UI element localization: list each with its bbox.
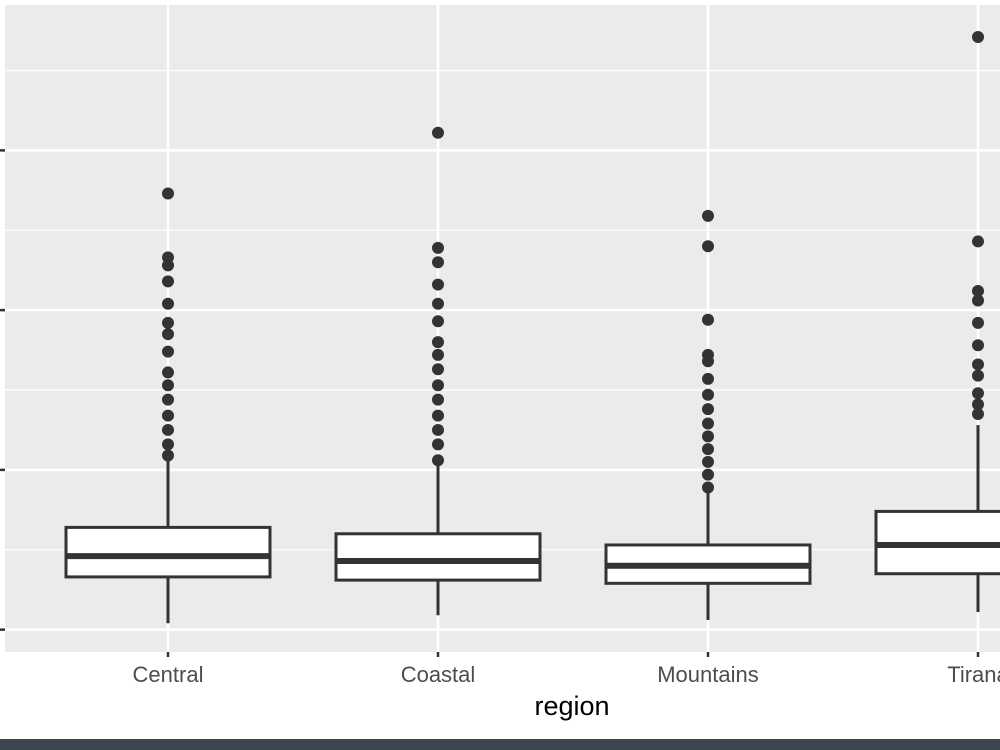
outlier bbox=[432, 454, 444, 467]
outlier bbox=[432, 423, 444, 436]
outlier bbox=[162, 328, 174, 341]
outlier bbox=[162, 297, 174, 310]
outlier bbox=[432, 278, 444, 291]
outlier bbox=[162, 423, 174, 436]
x-tick-label: Tirana bbox=[947, 662, 1000, 687]
outlier bbox=[702, 443, 714, 456]
outlier bbox=[162, 345, 174, 358]
outlier bbox=[702, 455, 714, 468]
outlier bbox=[162, 393, 174, 406]
outlier bbox=[162, 379, 174, 392]
outlier bbox=[702, 468, 714, 481]
outlier bbox=[972, 284, 984, 297]
x-axis-title: region bbox=[534, 691, 609, 721]
outlier bbox=[702, 430, 714, 443]
outlier bbox=[432, 126, 444, 139]
marks bbox=[64, 30, 1000, 624]
outlier bbox=[972, 398, 984, 411]
outlier bbox=[972, 407, 984, 420]
outlier bbox=[972, 387, 984, 400]
outlier bbox=[162, 275, 174, 288]
outlier bbox=[432, 315, 444, 328]
outlier bbox=[162, 366, 174, 379]
outlier bbox=[432, 393, 444, 406]
box bbox=[334, 532, 542, 582]
outlier bbox=[972, 358, 984, 371]
outlier bbox=[972, 30, 984, 43]
outlier bbox=[702, 388, 714, 401]
outlier bbox=[702, 209, 714, 222]
outlier bbox=[702, 240, 714, 253]
outlier bbox=[972, 339, 984, 352]
outlier bbox=[162, 259, 174, 272]
outlier bbox=[702, 481, 714, 494]
outlier bbox=[432, 409, 444, 422]
outlier bbox=[432, 348, 444, 361]
outlier bbox=[432, 256, 444, 269]
outlier bbox=[432, 438, 444, 451]
outlier bbox=[162, 438, 174, 451]
outlier bbox=[702, 355, 714, 368]
outlier bbox=[702, 313, 714, 326]
outlier bbox=[702, 417, 714, 430]
outlier bbox=[972, 294, 984, 307]
outlier bbox=[972, 369, 984, 382]
outlier bbox=[432, 297, 444, 310]
outlier bbox=[972, 316, 984, 329]
outlier bbox=[972, 235, 984, 248]
outlier bbox=[432, 336, 444, 349]
outlier bbox=[702, 372, 714, 385]
x-tick-label: Coastal bbox=[401, 662, 476, 687]
window-border bbox=[0, 739, 1000, 750]
outlier bbox=[432, 241, 444, 254]
outlier bbox=[162, 449, 174, 462]
grid bbox=[0, 5, 1000, 652]
outlier bbox=[432, 379, 444, 392]
x-tick-label: Mountains bbox=[657, 662, 759, 687]
box bbox=[64, 525, 272, 579]
outlier bbox=[162, 409, 174, 422]
outlier bbox=[162, 316, 174, 329]
outlier bbox=[162, 187, 174, 200]
x-tick-label: Central bbox=[133, 662, 204, 687]
outlier bbox=[432, 363, 444, 376]
outlier bbox=[702, 403, 714, 416]
